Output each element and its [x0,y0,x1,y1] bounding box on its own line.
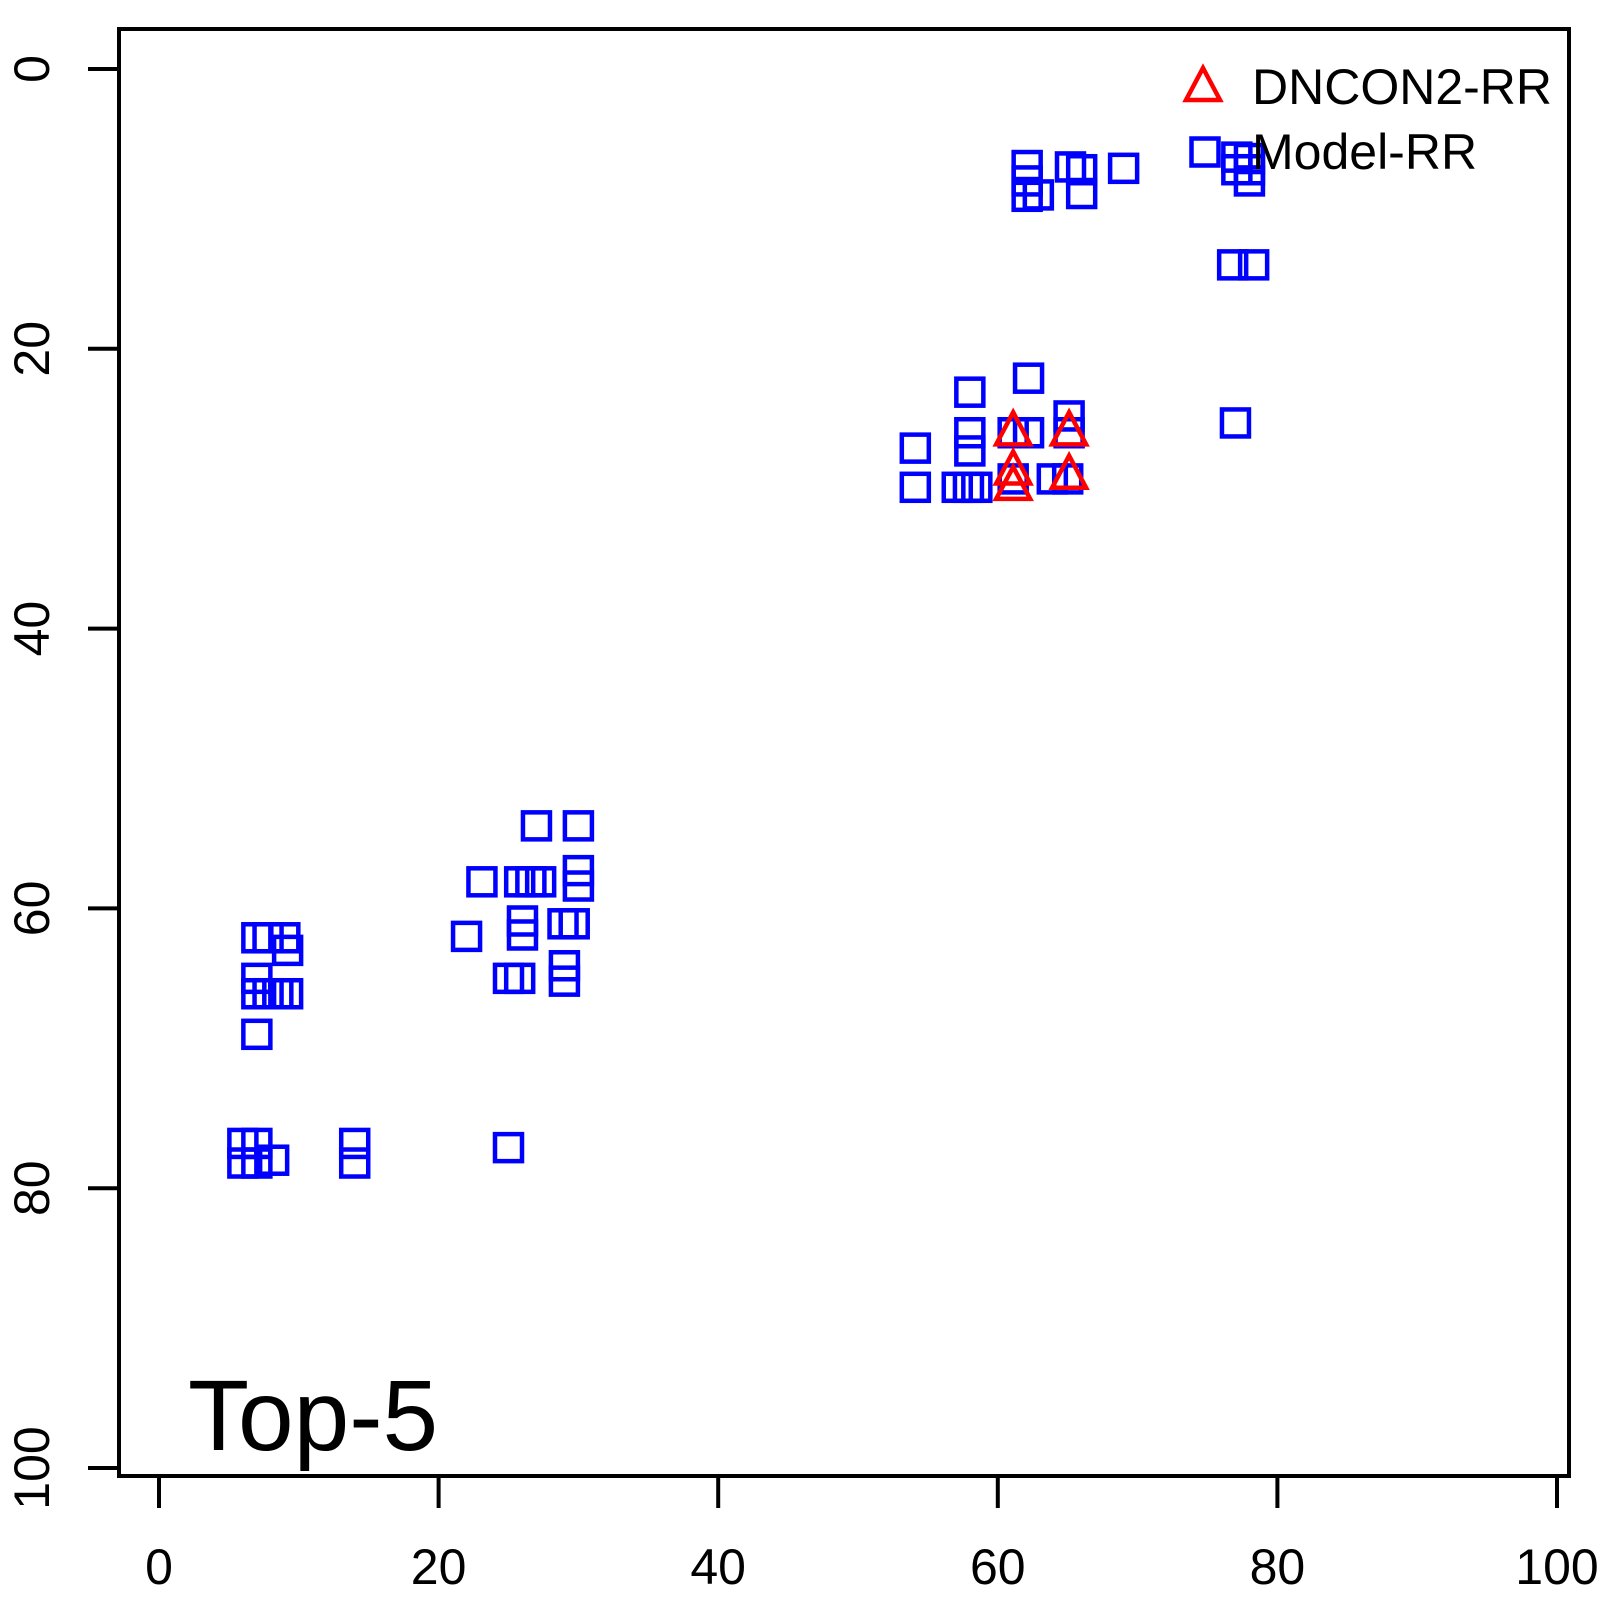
model-rr-point [1107,152,1140,185]
model-rr-point [515,866,547,898]
x-tick-label: 60 [970,1539,1026,1595]
y-tick-label: 80 [4,1160,60,1216]
y-tick-label: 100 [4,1426,60,1509]
plot-border [117,27,1571,1478]
dncon2-rr-point [1048,450,1090,490]
model-rr-point [547,908,579,940]
model-rr-point [520,810,553,842]
y-tick-label: 20 [4,321,60,377]
model-rr-point [954,416,986,449]
model-rr-point [1219,407,1252,439]
legend-label-model-rr: Model-RR [1252,124,1477,180]
model-rr-point [1012,362,1045,394]
model-rr-point [941,471,974,504]
x-tick-label: 40 [690,1539,746,1595]
model-rr-point [1233,165,1266,197]
model-rr-point [257,1144,290,1176]
model-rr-point [1216,249,1249,281]
x-tick-label: 80 [1250,1539,1306,1595]
model-rr-point [338,1127,371,1160]
y-tick-label: 0 [4,55,60,83]
x-tick-label: 20 [411,1539,467,1595]
model-rr-point [338,1147,371,1179]
model-rr-point [241,1147,273,1179]
model-rr-point [241,1018,273,1051]
model-rr-point [241,922,273,954]
dncon2-rr-point [992,407,1034,447]
y-axis: 0 20 40 60 80 100 [4,55,119,1510]
x-tick-label: 100 [1515,1539,1598,1595]
model-rr-point [524,866,557,898]
model-rr-point [954,435,986,467]
model-rr-point [271,934,304,967]
model-rr-point [1065,177,1098,210]
model-rr-point [506,919,539,951]
model-rr-point [492,962,525,995]
model-rr-point [899,432,932,464]
y-tick-label: 40 [4,601,60,657]
series-model-rr [227,141,1270,1179]
model-rr-point [954,376,986,408]
model-rr-point [558,908,590,940]
dncon2-rr-point [992,446,1034,486]
model-rr-point [1022,179,1055,211]
legend-triangle-icon [1182,63,1224,103]
model-rr-point [450,920,483,953]
y-tick-label: 60 [4,881,60,937]
model-rr-point [562,870,595,902]
model-rr-point [961,471,993,504]
model-rr-point [952,471,985,504]
legend: DNCON2-RR Model-RR [1182,59,1552,180]
dncon2-rr-point [992,462,1034,502]
x-tick-label: 0 [145,1539,173,1595]
model-rr-point [271,977,304,1010]
legend-square-icon [1189,136,1221,168]
model-rr-point [1237,249,1270,281]
model-rr-point [562,810,595,842]
model-rr-point [466,866,498,898]
x-axis: 0 20 40 60 80 100 [145,1476,1599,1595]
model-rr-point [899,471,932,504]
plot-annotation: Top-5 [188,1360,438,1472]
legend-label-dncon2-rr: DNCON2-RR [1252,59,1552,115]
dncon2-rr-point [1048,407,1090,447]
model-rr-point [1053,400,1085,432]
series-dncon2-rr [992,407,1090,502]
model-rr-point [1065,153,1098,186]
model-rr-point [503,962,536,995]
model-rr-point [492,1131,525,1164]
model-rr-point [548,965,581,997]
